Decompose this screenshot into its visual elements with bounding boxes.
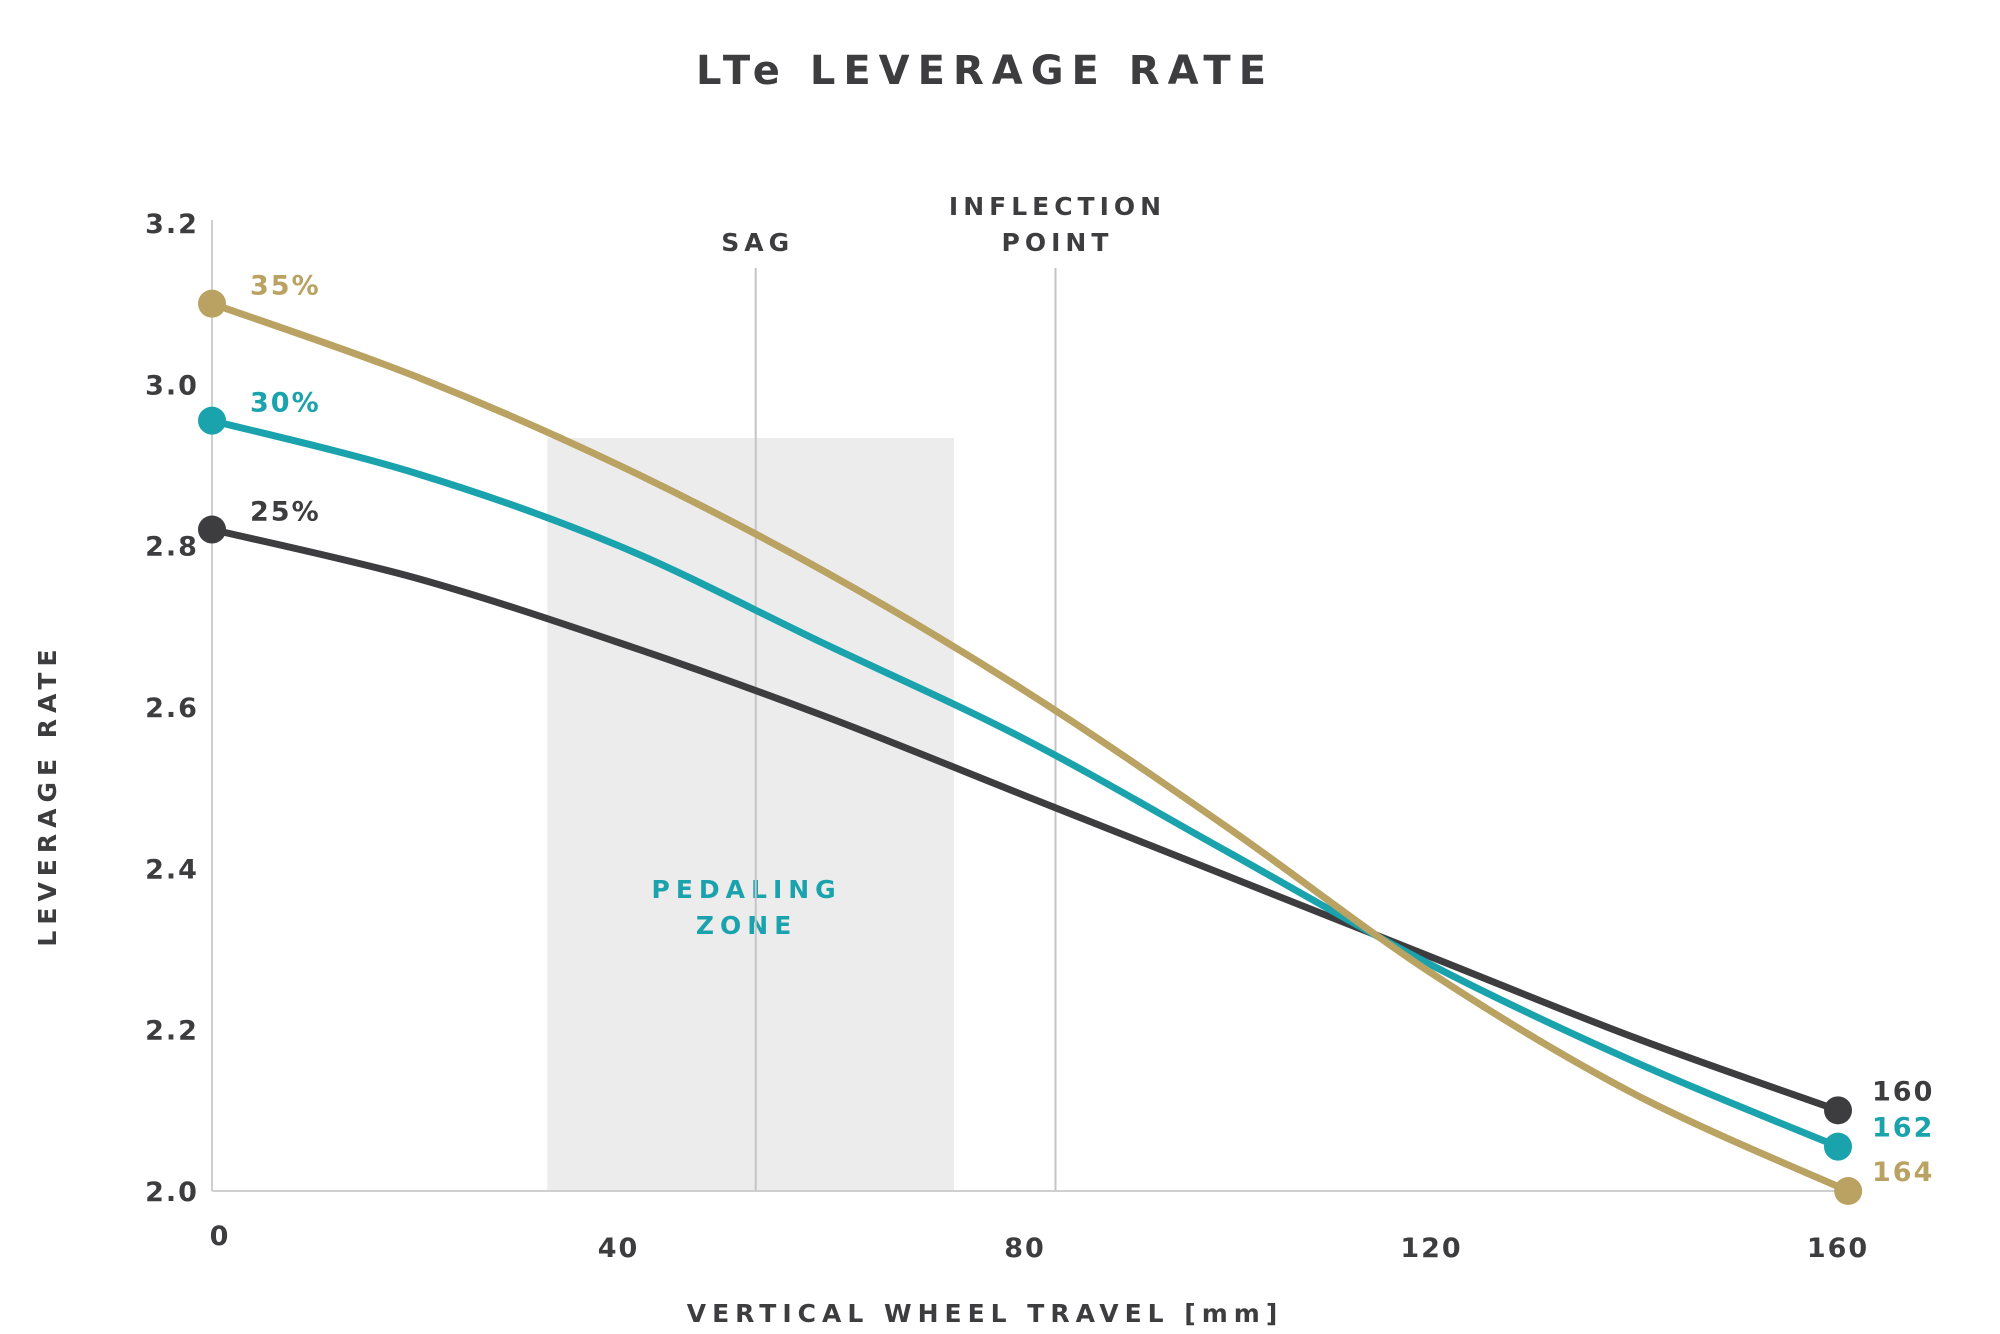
pedaling-zone-band <box>547 438 954 1191</box>
series-line-30pct <box>208 417 1842 1151</box>
series-end-point-30pct <box>1824 1132 1852 1161</box>
series-start-label-35pct: 35% <box>250 271 321 302</box>
x-tick-label: 0 <box>210 1221 231 1252</box>
sag-label-line1: SAG <box>721 228 794 257</box>
y-tick-label: 2.0 <box>145 1177 199 1208</box>
chart-title: LTe LEVERAGE RATE <box>696 48 1274 94</box>
x-tick-label: 80 <box>1004 1233 1046 1264</box>
y-tick-label: 2.6 <box>145 693 199 724</box>
series-start-point-35pct <box>198 289 226 318</box>
series-end-point-25pct <box>1824 1096 1852 1125</box>
series-end-label-30pct: 162 <box>1872 1113 1934 1144</box>
pedaling-zone-label-line2: ZONE <box>696 911 797 940</box>
inflection-point-label-line1: INFLECTION <box>949 192 1166 221</box>
y-tick-label: 3.2 <box>145 209 199 240</box>
series-start-point-30pct <box>198 406 226 435</box>
series-start-point-25pct <box>198 515 226 544</box>
y-tick-label: 3.0 <box>145 370 199 401</box>
series-end-label-25pct: 160 <box>1872 1076 1934 1107</box>
series-line-25pct <box>208 526 1842 1114</box>
x-tick-label: 160 <box>1807 1233 1869 1264</box>
x-tick-label: 120 <box>1400 1233 1462 1264</box>
pedaling-zone-label-line1: PEDALING <box>652 875 842 904</box>
y-tick-label: 2.8 <box>145 532 199 563</box>
y-tick-label: 2.2 <box>145 1016 199 1047</box>
x-axis-title: VERTICAL WHEEL TRAVEL [mm] <box>687 1299 1284 1328</box>
series-end-label-35pct: 164 <box>1872 1157 1934 1188</box>
y-axis-title: LEVERAGE RATE <box>33 643 62 946</box>
series-end-point-35pct <box>1834 1177 1863 1205</box>
inflection-point-label-line2: POINT <box>1002 228 1114 257</box>
series-line-35pct <box>208 300 1852 1195</box>
x-tick-label: 40 <box>598 1233 640 1264</box>
y-tick-label: 2.4 <box>145 854 199 885</box>
series-start-label-25pct: 25% <box>250 497 321 528</box>
series-start-label-30pct: 30% <box>250 388 321 419</box>
